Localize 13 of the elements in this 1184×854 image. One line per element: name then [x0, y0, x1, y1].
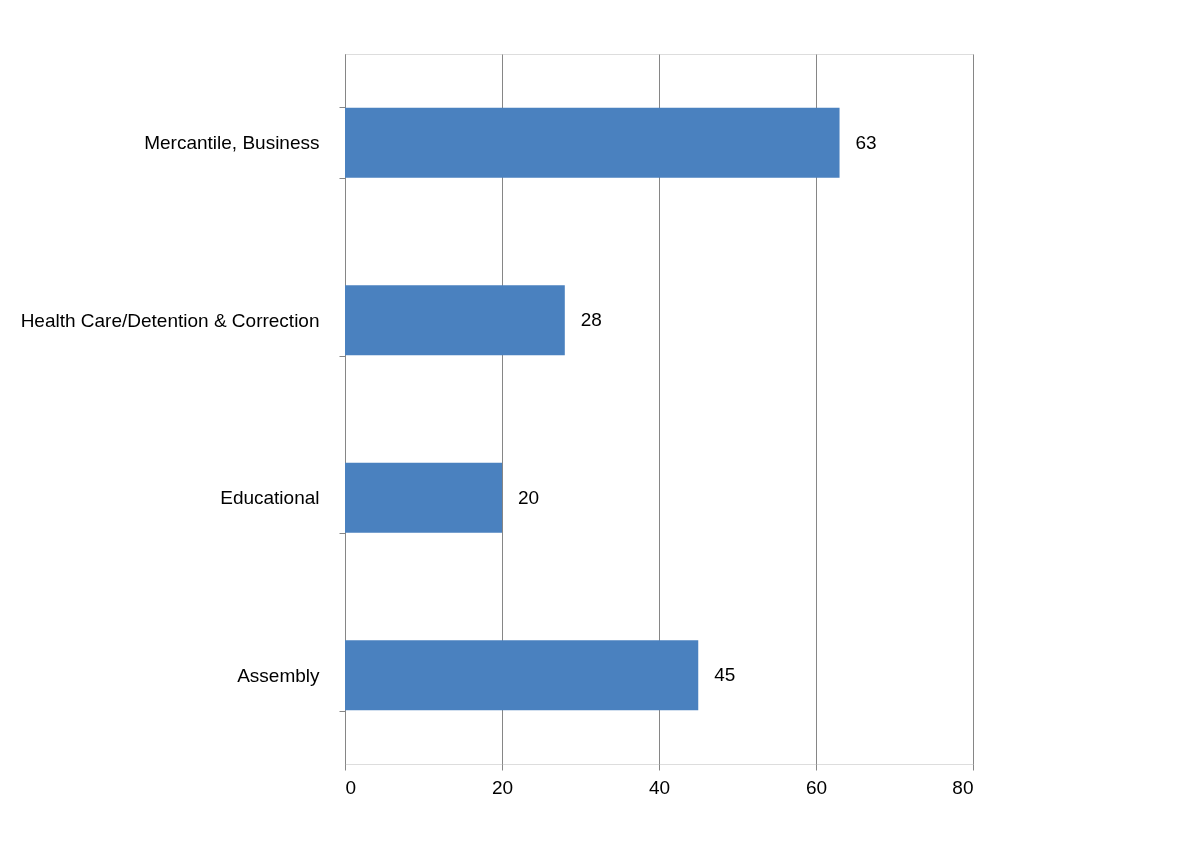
- y-tick-label: Mercantile, Business: [144, 132, 320, 154]
- x-tick-label: 60: [805, 776, 828, 798]
- x-tick-label: 20: [491, 776, 514, 798]
- data-label: 20: [518, 486, 540, 508]
- y-tick-label: Health Care/Detention & Correction: [20, 309, 320, 331]
- x-tick-label: 40: [648, 776, 671, 798]
- data-label: 28: [580, 309, 602, 331]
- y-tick-label: Assembly: [237, 664, 320, 686]
- x-tick-label: 80: [952, 776, 974, 798]
- y-tick-label: Educational: [220, 487, 320, 509]
- x-tick-label: 0: [345, 776, 357, 798]
- data-label: 45: [714, 664, 736, 686]
- data-label: 63: [855, 131, 877, 153]
